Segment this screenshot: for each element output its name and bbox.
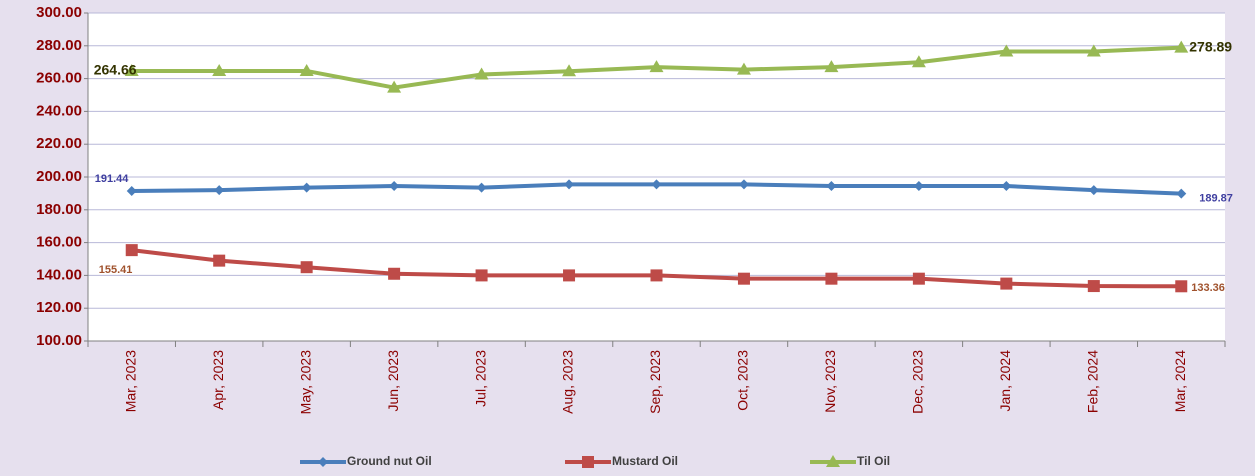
marker <box>737 272 750 285</box>
marker <box>214 185 225 196</box>
marker <box>1001 181 1012 192</box>
marker <box>388 267 401 280</box>
marker <box>301 182 312 193</box>
marker <box>1087 280 1100 293</box>
x-tick-label: Sep, 2023 <box>647 350 663 414</box>
marker <box>650 269 663 282</box>
marker <box>911 55 926 68</box>
x-tick-label: Oct, 2023 <box>735 350 751 411</box>
x-tick-label: Mar, 2024 <box>1172 350 1188 412</box>
marker <box>476 182 487 193</box>
marker <box>913 181 924 192</box>
legend-label: Ground nut Oil <box>347 454 432 468</box>
marker <box>1086 44 1101 57</box>
y-tick-label: 280.00 <box>36 37 82 54</box>
x-tick-label: May, 2023 <box>297 350 313 415</box>
marker <box>1176 188 1187 199</box>
data-label: 264.66 <box>94 62 137 78</box>
y-tick-label: 180.00 <box>36 201 82 218</box>
legend-label: Til Oil <box>857 454 890 468</box>
x-tick-label: Jan, 2024 <box>997 350 1013 412</box>
marker <box>564 179 575 190</box>
data-label: 278.89 <box>1189 38 1232 54</box>
x-tick-label: Aug, 2023 <box>560 350 576 414</box>
marker <box>1175 280 1188 293</box>
legend-marker <box>826 455 840 467</box>
y-tick-label: 160.00 <box>36 234 82 251</box>
marker <box>649 60 664 73</box>
x-tick-label: Nov, 2023 <box>822 350 838 413</box>
x-tick-label: Mar, 2023 <box>122 350 138 412</box>
data-label: 191.44 <box>95 173 130 185</box>
marker <box>124 63 139 76</box>
marker <box>825 272 838 285</box>
legend-label: Mustard Oil <box>612 454 678 468</box>
y-tick-label: 200.00 <box>36 168 82 185</box>
legend-marker <box>582 456 594 468</box>
y-tick-label: 220.00 <box>36 135 82 152</box>
marker <box>999 44 1014 57</box>
x-tick-label: Feb, 2024 <box>1085 350 1101 413</box>
marker <box>125 244 138 257</box>
marker <box>126 186 137 197</box>
marker <box>474 67 489 80</box>
marker <box>1174 40 1189 53</box>
legend-marker <box>318 457 328 467</box>
x-tick-label: Apr, 2023 <box>210 350 226 410</box>
marker <box>651 179 662 190</box>
marker <box>212 63 227 76</box>
x-tick-label: Jun, 2023 <box>385 350 401 412</box>
marker <box>912 272 925 285</box>
data-label: 189.87 <box>1199 193 1233 205</box>
marker <box>299 63 314 76</box>
marker <box>389 181 400 192</box>
marker <box>300 261 313 274</box>
y-tick-label: 100.00 <box>36 332 82 349</box>
y-tick-label: 120.00 <box>36 299 82 316</box>
y-tick-label: 140.00 <box>36 266 82 283</box>
data-label: 133.36 <box>1191 282 1225 294</box>
y-tick-label: 240.00 <box>36 102 82 119</box>
marker <box>213 254 226 267</box>
marker <box>1000 277 1013 290</box>
data-label: 155.41 <box>99 264 133 276</box>
marker <box>738 179 749 190</box>
marker <box>826 181 837 192</box>
marker <box>1088 185 1099 196</box>
marker <box>563 269 576 282</box>
y-tick-label: 300.00 <box>36 4 82 21</box>
marker <box>562 64 577 77</box>
y-tick-label: 260.00 <box>36 70 82 87</box>
marker <box>387 80 402 93</box>
marker <box>824 60 839 73</box>
x-tick-label: Jul, 2023 <box>472 350 488 407</box>
marker <box>736 62 751 75</box>
marker <box>475 269 488 282</box>
x-tick-label: Dec, 2023 <box>910 350 926 414</box>
